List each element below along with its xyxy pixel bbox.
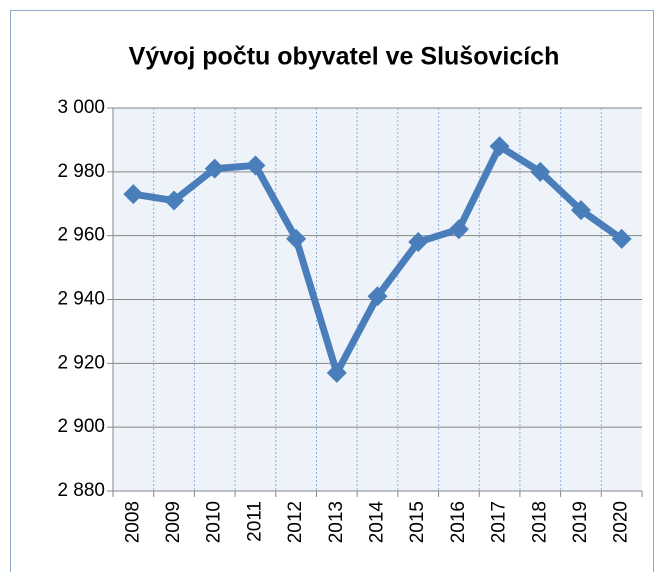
x-tick-label: 2019 — [570, 501, 591, 543]
x-tick-label: 2010 — [204, 501, 225, 543]
x-tick-label: 2014 — [367, 501, 388, 544]
data-point — [570, 200, 591, 221]
x-tick-label: 2012 — [285, 501, 306, 543]
data-point — [530, 161, 551, 182]
data-point — [245, 155, 266, 176]
x-tick-label: 2016 — [448, 501, 469, 543]
y-tick-label: 2 880 — [57, 480, 105, 501]
data-point — [448, 219, 469, 240]
x-tick-label: 2020 — [611, 501, 632, 543]
x-tick-label: 2008 — [122, 501, 143, 543]
data-point — [286, 228, 307, 249]
data-point — [326, 362, 347, 383]
data-point — [164, 190, 185, 211]
y-tick-label: 2 900 — [57, 416, 105, 437]
data-point — [367, 286, 388, 307]
data-point — [489, 136, 510, 157]
y-tick-label: 3 000 — [57, 97, 105, 118]
x-tick-label: 2009 — [163, 501, 184, 543]
y-tick-label: 2 920 — [57, 352, 105, 373]
x-tick-label: 2015 — [407, 501, 428, 543]
x-tick-label: 2017 — [489, 501, 510, 543]
y-tick-label: 2 960 — [57, 225, 105, 246]
data-point — [123, 184, 144, 205]
data-point — [611, 228, 632, 249]
x-tick-label: 2018 — [529, 501, 550, 543]
y-tick-label: 2 980 — [57, 161, 105, 182]
chart-title: Vývoj počtu obyvatel ve Slušovicích — [129, 43, 560, 71]
x-tick-label: 2013 — [326, 501, 347, 543]
y-tick-label: 2 940 — [57, 289, 105, 310]
data-point — [204, 158, 225, 179]
x-tick-label: 2011 — [244, 501, 265, 542]
data-point — [408, 232, 429, 253]
